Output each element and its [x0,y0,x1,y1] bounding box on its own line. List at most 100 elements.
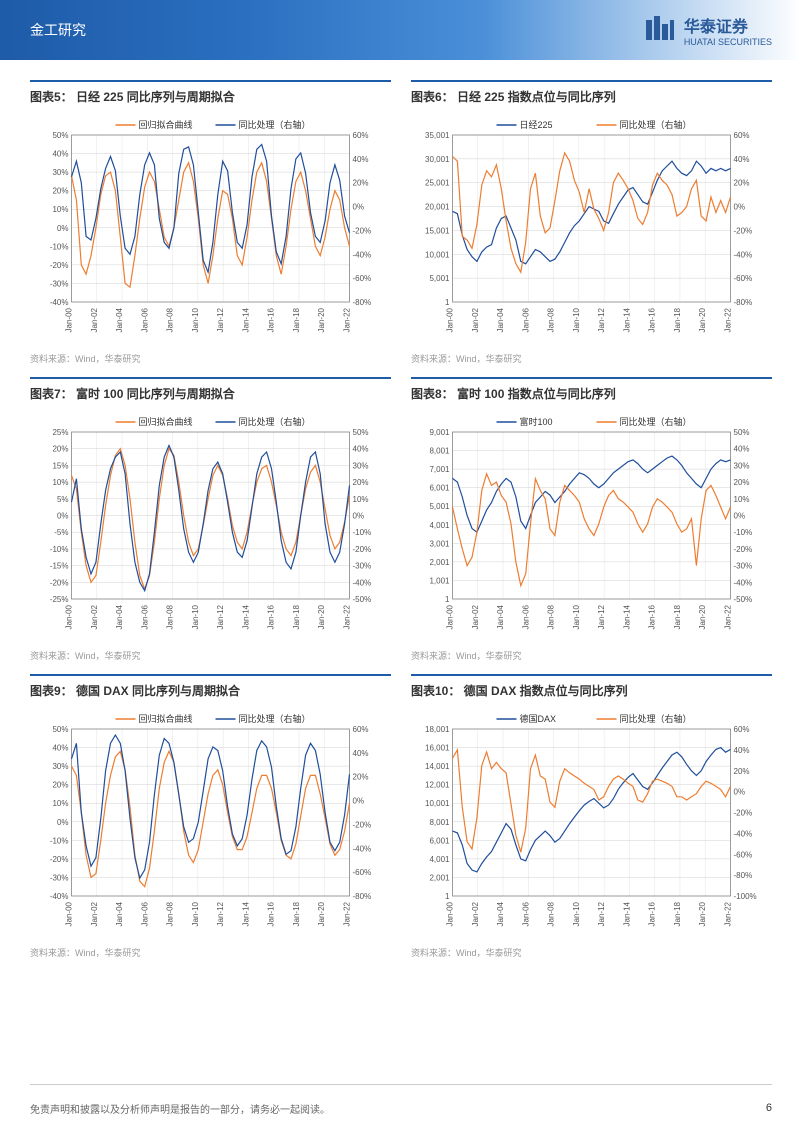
svg-text:Jan-00: Jan-00 [446,307,455,332]
svg-text:50%: 50% [353,428,369,437]
svg-text:-20%: -20% [50,578,69,587]
chart-source: 资料来源：Wind，华泰研究 [411,352,772,365]
svg-text:Jan-08: Jan-08 [547,307,556,332]
svg-text:-30%: -30% [734,562,753,571]
svg-text:日经225: 日经225 [520,119,553,130]
svg-text:6,001: 6,001 [429,484,450,493]
svg-text:Jan-04: Jan-04 [115,604,124,629]
svg-text:Jan-22: Jan-22 [343,604,352,629]
svg-text:Jan-14: Jan-14 [241,901,250,926]
svg-text:Jan-14: Jan-14 [241,604,250,629]
svg-text:Jan-22: Jan-22 [343,901,352,926]
svg-text:-80%: -80% [353,892,372,901]
svg-text:-80%: -80% [734,298,753,307]
svg-text:Jan-06: Jan-06 [521,901,530,926]
svg-text:60%: 60% [353,131,369,140]
svg-text:40%: 40% [353,445,369,454]
svg-text:-60%: -60% [734,274,753,283]
svg-text:Jan-20: Jan-20 [317,604,326,629]
svg-text:10%: 10% [52,478,68,487]
svg-text:10%: 10% [52,205,68,214]
svg-text:Jan-22: Jan-22 [724,901,733,926]
chart-title: 图表5： 日经 225 同比序列与周期拟合 [30,80,391,113]
chart-area: 50%40%30%20%10%0%-10%-20%-30%-40%60%40%2… [30,707,391,942]
company-name-en: HUATAI SECURITIES [684,37,772,47]
svg-text:9,001: 9,001 [429,428,450,437]
svg-text:4,001: 4,001 [429,855,450,864]
chart-title: 图表8： 富时 100 指数点位与同比序列 [411,377,772,410]
svg-text:30%: 30% [52,168,68,177]
svg-text:Jan-12: Jan-12 [216,901,225,926]
svg-text:60%: 60% [734,131,750,140]
svg-text:-40%: -40% [734,829,753,838]
company-name: 华泰证券 [684,13,772,37]
svg-text:6,001: 6,001 [429,836,450,845]
svg-text:5%: 5% [57,495,69,504]
svg-text:40%: 40% [353,155,369,164]
header-logo: 华泰证券 HUATAI SECURITIES [644,13,772,47]
svg-text:20%: 20% [52,781,68,790]
svg-text:Jan-04: Jan-04 [115,307,124,332]
svg-text:Jan-20: Jan-20 [317,307,326,332]
svg-text:Jan-16: Jan-16 [648,901,657,926]
svg-text:40%: 40% [52,744,68,753]
svg-text:Jan-18: Jan-18 [673,901,682,926]
svg-text:Jan-16: Jan-16 [267,307,276,332]
svg-text:Jan-18: Jan-18 [292,604,301,629]
svg-text:富时100: 富时100 [520,416,553,427]
svg-text:-20%: -20% [734,809,753,818]
svg-text:Jan-18: Jan-18 [292,307,301,332]
svg-text:Jan-12: Jan-12 [597,307,606,332]
svg-text:14,001: 14,001 [425,762,450,771]
svg-text:-25%: -25% [50,595,69,604]
svg-text:Jan-04: Jan-04 [496,901,505,926]
svg-text:Jan-10: Jan-10 [572,307,581,332]
svg-text:20%: 20% [353,179,369,188]
header-category: 金工研究 [30,20,86,40]
svg-text:同比处理（右轴）: 同比处理（右轴） [239,416,311,427]
svg-text:50%: 50% [52,131,68,140]
svg-text:16,001: 16,001 [425,744,450,753]
svg-text:Jan-12: Jan-12 [597,901,606,926]
svg-text:8,001: 8,001 [429,447,450,456]
svg-text:40%: 40% [52,150,68,159]
svg-text:Jan-12: Jan-12 [597,604,606,629]
svg-text:4,001: 4,001 [429,521,450,530]
svg-text:Jan-08: Jan-08 [166,307,175,332]
svg-text:60%: 60% [734,725,750,734]
svg-text:0%: 0% [57,818,69,827]
svg-text:20%: 20% [734,478,750,487]
svg-text:Jan-04: Jan-04 [115,901,124,926]
svg-text:Jan-10: Jan-10 [572,901,581,926]
page-header: 金工研究 华泰证券 HUATAI SECURITIES [0,0,802,60]
svg-text:7,001: 7,001 [429,465,450,474]
svg-text:18,001: 18,001 [425,725,450,734]
svg-text:20%: 20% [52,445,68,454]
svg-text:0%: 0% [734,512,746,521]
svg-text:-20%: -20% [50,855,69,864]
svg-text:Jan-06: Jan-06 [140,604,149,629]
svg-text:20%: 20% [734,179,750,188]
svg-text:0%: 0% [57,512,69,521]
svg-text:Jan-16: Jan-16 [648,307,657,332]
svg-text:-20%: -20% [353,226,372,235]
chart-source: 资料来源：Wind，华泰研究 [411,649,772,662]
svg-text:Jan-04: Jan-04 [496,604,505,629]
svg-text:30%: 30% [52,762,68,771]
svg-text:-20%: -20% [734,226,753,235]
svg-text:-50%: -50% [734,595,753,604]
chart-block-c6: 图表6： 日经 225 指数点位与同比序列 35,00130,00125,001… [411,80,772,365]
svg-text:Jan-18: Jan-18 [673,307,682,332]
chart-area: 9,0018,0017,0016,0015,0014,0013,0012,001… [411,410,772,645]
svg-text:0%: 0% [353,797,365,806]
svg-text:50%: 50% [734,428,750,437]
svg-text:Jan-02: Jan-02 [90,901,99,926]
chart-title: 图表9： 德国 DAX 同比序列与周期拟合 [30,674,391,707]
svg-text:Jan-02: Jan-02 [471,307,480,332]
chart-title: 图表10： 德国 DAX 指数点位与同比序列 [411,674,772,707]
content-area: 图表5： 日经 225 同比序列与周期拟合 50% 40% 30% 20% 10% 0% -… [0,60,802,959]
page-footer: 免责声明和披露以及分析师声明是报告的一部分，请务必一起阅读。 6 [0,1083,802,1133]
svg-text:25%: 25% [52,428,68,437]
svg-text:同比处理（右轴）: 同比处理（右轴） [620,713,692,724]
svg-text:30%: 30% [353,461,369,470]
